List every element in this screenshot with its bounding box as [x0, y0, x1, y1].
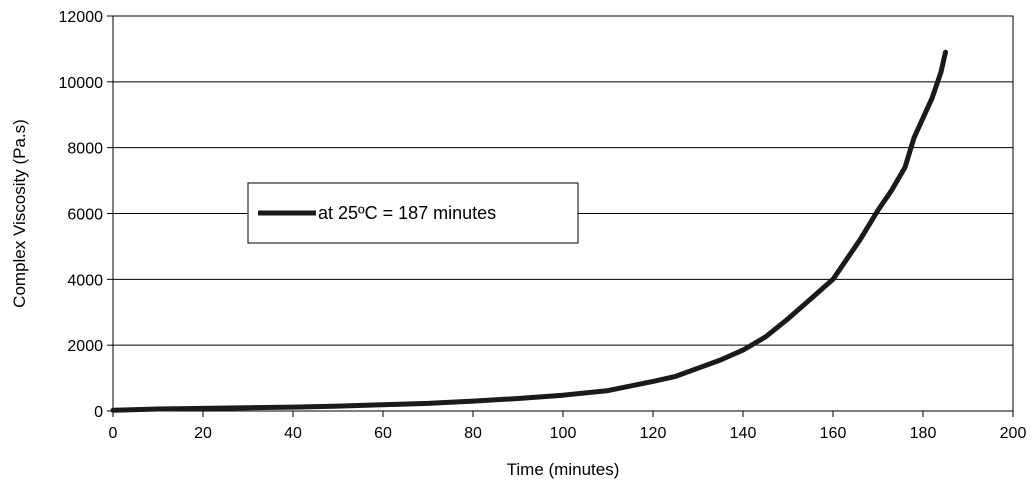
x-tick-label: 100: [550, 425, 577, 442]
x-tick-label: 60: [374, 425, 392, 442]
x-tick-label: 160: [820, 425, 847, 442]
series-line: [110, 49, 948, 413]
y-axis-title: Complex Viscosity (Pa.s): [10, 119, 29, 308]
y-tick-label: 6000: [67, 207, 103, 224]
axis-ticks: 0 2000 4000 6000 8000 10000 12000 0 20 40 60 80 100 1…: [59, 9, 1027, 442]
legend-label: at 25ºC = 187 minutes: [318, 203, 496, 223]
y-tick-label: 10000: [59, 75, 104, 92]
y-tick-label: 12000: [59, 9, 104, 26]
x-tick-label: 40: [284, 425, 302, 442]
y-tick-label: 4000: [67, 272, 103, 289]
x-tick-label: 180: [910, 425, 937, 442]
x-tick-label: 20: [194, 425, 212, 442]
y-tick-label: 2000: [67, 338, 103, 355]
y-tick-label: 8000: [67, 141, 103, 158]
x-tick-label: 80: [464, 425, 482, 442]
x-tick-label: 0: [109, 425, 118, 442]
legend: at 25ºC = 187 minutes: [247, 182, 579, 244]
x-tick-label: 140: [730, 425, 757, 442]
series-layer: [110, 49, 948, 413]
y-tick-label: 0: [94, 404, 103, 421]
x-axis-title: Time (minutes): [507, 460, 620, 479]
x-tick-label: 200: [1000, 425, 1027, 442]
x-tick-label: 120: [640, 425, 667, 442]
